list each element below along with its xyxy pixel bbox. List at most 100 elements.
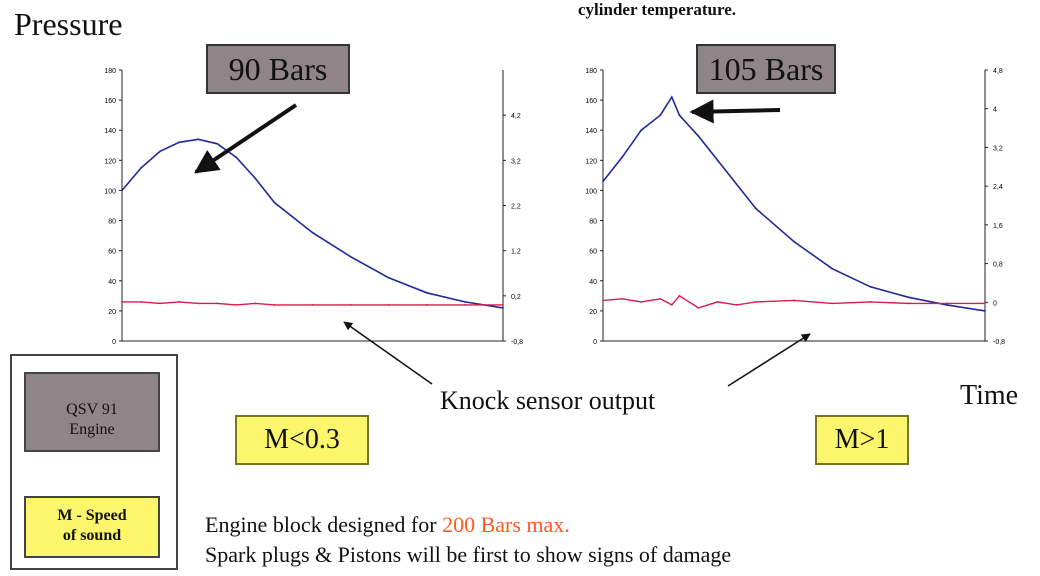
chart-right-right-tick-label: -0,8 (993, 339, 1005, 346)
chart-left-series-knock-point (235, 303, 238, 306)
chart-right-left-tick-label: 100 (585, 188, 597, 195)
peak-arrow-left (194, 103, 298, 174)
chart-left-series-pressure-point (502, 306, 504, 309)
knock-arrow-right (727, 333, 811, 387)
chart-left-left-tick-label: 40 (108, 279, 116, 286)
chart-right-series-pressure-point (831, 267, 834, 270)
chart-left-right-tick-label: -0,8 (511, 339, 523, 346)
note-line1-prefix: Engine block designed for (205, 512, 443, 537)
legend-speed-line1: M - Speed (57, 507, 127, 524)
chart-right-left-tick-label: 180 (585, 68, 597, 75)
chart-left-series-knock-point (254, 302, 257, 305)
chart-left-series-pressure-point (159, 150, 162, 153)
chart-left-series-pressure-point (273, 201, 276, 204)
chart-left-series-knock-point (178, 300, 181, 303)
chart-right-series-pressure-point (678, 114, 681, 117)
knock-sensor-label: Knock sensor output (440, 386, 656, 415)
chart-left-right-tick-label: 4,2 (511, 113, 521, 120)
chart-left-left-tick-label: 0 (112, 339, 116, 346)
note-text: Engine block designed for 200 Bars max. … (205, 510, 731, 570)
legend-engine-line2: Engine (69, 421, 115, 438)
chart-left-right-tick-label: 3,2 (511, 158, 521, 165)
chart-right-series-knock-point (659, 297, 662, 300)
chart-right-series-knock-point (754, 300, 757, 303)
page-heading: Pressure (14, 6, 123, 42)
chart-right-series-knock-point (907, 302, 910, 305)
time-axis-label: Time (960, 380, 1019, 411)
chart-left-series-knock-point (502, 303, 504, 306)
chart-left-series-knock-point (159, 302, 162, 305)
chart-right-left-tick-label: 140 (585, 128, 597, 135)
chart-left-left-tick-label: 180 (104, 68, 116, 75)
legend-engine: QSV 91 Engine (24, 372, 160, 452)
chart-right-series-knock-point (670, 303, 673, 306)
chart-left-series-pressure-line (121, 138, 504, 309)
chart-right-right-tick-label: 4 (993, 107, 997, 114)
legend-engine-line1: QSV 91 (66, 401, 118, 418)
chart-left-right-tick-label: 2,2 (511, 204, 521, 211)
chart-left-series-pressure-point (349, 255, 352, 258)
chart-right-series-knock-point (678, 294, 681, 297)
legend-box: QSV 91 Engine M - Speed of sound (10, 354, 178, 570)
chart-left-series-pressure-point (140, 166, 142, 169)
chart-left-left-tick-label: 80 (108, 219, 116, 226)
chart-left-series-knock-point (216, 302, 219, 305)
note-line1-highlight: 200 Bars max. (442, 512, 570, 537)
chart-left-left-tick-label: 160 (104, 98, 116, 105)
chart-left-left-tick-label: 120 (104, 158, 116, 165)
chart-left-left-tick-label: 20 (108, 309, 116, 316)
chart-right-left-tick-label: 40 (589, 279, 597, 286)
chart-left-left-tick-label: 100 (104, 188, 116, 195)
chart-left-series-pressure-point (311, 231, 314, 234)
chart-right-series-pressure-line (602, 95, 986, 312)
chart-right-right-tick-label: 3,2 (993, 145, 1003, 152)
chart-right-series-knock-point (984, 302, 986, 305)
chart-right-series-pressure-point (621, 156, 623, 159)
chart-left-series-knock-point (197, 302, 200, 305)
chart-right-right-tick-label: 0 (993, 300, 997, 307)
chart-right-series-knock-point (793, 299, 795, 302)
chart-right-series-pressure-point (697, 135, 700, 138)
chart-left-series-pressure-point (235, 156, 238, 159)
knock-arrow-left (343, 321, 433, 385)
chart-right-left-tick-label: 80 (589, 219, 597, 226)
chart-right-right-tick-label: 0,8 (993, 262, 1003, 269)
chart-left-series-pressure-point (425, 291, 428, 294)
chart-right-series-pressure-point (984, 309, 986, 312)
chart-left-left-tick-label: 60 (108, 249, 116, 256)
chart-left-series-knock-point (121, 300, 123, 303)
chart-left-series-pressure-point (216, 142, 219, 145)
chart-left-series-knock-point (387, 303, 390, 306)
chart-right-series-pressure-point (945, 303, 948, 306)
chart-right-series-pressure-point (640, 129, 643, 132)
legend-speed-of-sound: M - Speed of sound (24, 496, 160, 558)
chart-left-series-knock-point (464, 303, 466, 306)
chart-right-series-knock-point (621, 297, 623, 300)
chart-left-series-pressure-point (197, 138, 200, 141)
chart-right-series-knock-point (640, 300, 643, 303)
chart-right-series-pressure-point (602, 180, 604, 183)
mach-label-left: M<0.3 (235, 415, 369, 465)
chart-left-right-tick-label: 0,2 (511, 294, 521, 301)
chart-left-series-knock-point (349, 303, 352, 306)
chart-right-series-knock-point (735, 303, 738, 306)
chart-left-series-knock-point (273, 303, 276, 306)
chart-right-left-tick-label: 20 (589, 309, 597, 316)
legend-speed-line2: of sound (62, 527, 122, 544)
chart-right-series-pressure-point (907, 296, 910, 299)
chart-left-right-tick-label: 1,2 (511, 249, 521, 256)
peak-callout-right: 105 Bars (696, 44, 836, 94)
chart-left-series-knock-point (311, 303, 314, 306)
chart-right-series-pressure-point (793, 240, 795, 243)
chart-right-left-tick-label: 60 (589, 249, 597, 256)
chart-left-series-pressure-point (121, 189, 123, 192)
chart-left-series-knock-point (425, 303, 428, 306)
chart-right-series-knock-point (697, 306, 700, 309)
chart-left-series-knock-point (140, 300, 142, 303)
chart-right-series-pressure-point (659, 114, 662, 117)
chart-right-series-knock-point (602, 299, 604, 302)
chart-left-series-pressure-point (254, 177, 257, 180)
note-line1: Engine block designed for 200 Bars max. (205, 510, 731, 540)
chart-right-left-tick-label: 160 (585, 98, 597, 105)
